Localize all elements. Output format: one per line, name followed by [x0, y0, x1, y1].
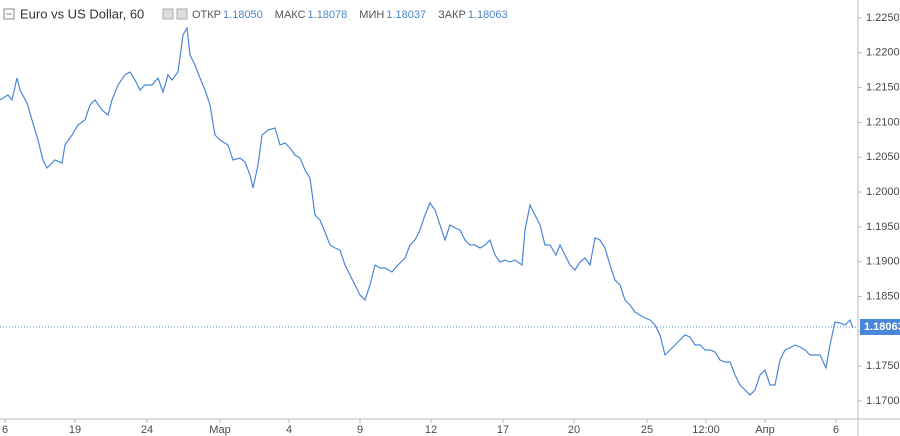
- ohlc-label: МИН: [359, 9, 384, 21]
- y-tick-label: 1.19500: [866, 221, 900, 233]
- ohlc-header: ОТКР 1.18050 МАКС 1.18078 МИН 1.18037 ЗАКР 1.18…: [192, 9, 508, 21]
- ohlc-value: 1.18063: [468, 9, 508, 21]
- ohlc-label: МАКС: [275, 9, 306, 21]
- x-tick-label: 9: [357, 424, 363, 436]
- y-tick-label: 1.21000: [866, 116, 900, 128]
- x-tick-label: 19: [69, 424, 81, 436]
- close-icon[interactable]: [176, 8, 188, 20]
- price-line: [0, 26, 854, 396]
- x-tick-label: 24: [141, 424, 153, 436]
- x-tick-label: Апр: [755, 424, 774, 436]
- y-tick-label: 1.22000: [866, 47, 900, 59]
- x-tick-label: 6: [833, 424, 839, 436]
- x-tick-label: 12:00: [692, 424, 720, 436]
- ohlc-label: ОТКР: [192, 9, 221, 21]
- x-tick-label: 12: [425, 424, 437, 436]
- y-tick-label: 1.21500: [866, 82, 900, 94]
- x-tick-label: 20: [568, 424, 580, 436]
- x-tick-label: 25: [641, 424, 653, 436]
- x-tick-label: 6: [2, 424, 8, 436]
- ohlc-value: 1.18078: [308, 9, 348, 21]
- collapse-icon[interactable]: [3, 8, 15, 20]
- x-tick-label: 4: [286, 424, 292, 436]
- y-tick-label: 1.17000: [866, 395, 900, 407]
- settings-icon[interactable]: [162, 8, 174, 20]
- y-tick-label: 1.17500: [866, 360, 900, 372]
- chart-title: Euro vs US Dollar, 60: [20, 6, 144, 21]
- ohlc-value: 1.18037: [386, 9, 426, 21]
- x-tick-label: 17: [497, 424, 509, 436]
- last-price-box: [860, 318, 900, 335]
- y-tick-label: 1.20500: [866, 151, 900, 163]
- y-tick-label: 1.19000: [866, 256, 900, 268]
- y-tick-label: 1.22500: [866, 12, 900, 24]
- ohlc-label: ЗАКР: [438, 9, 466, 21]
- y-tick-label: 1.20000: [866, 186, 900, 198]
- x-tick-label: Мар: [209, 424, 231, 436]
- last-price-label: 1.18063: [864, 321, 900, 333]
- ohlc-value: 1.18050: [223, 9, 263, 21]
- y-tick-label: 1.18500: [866, 290, 900, 302]
